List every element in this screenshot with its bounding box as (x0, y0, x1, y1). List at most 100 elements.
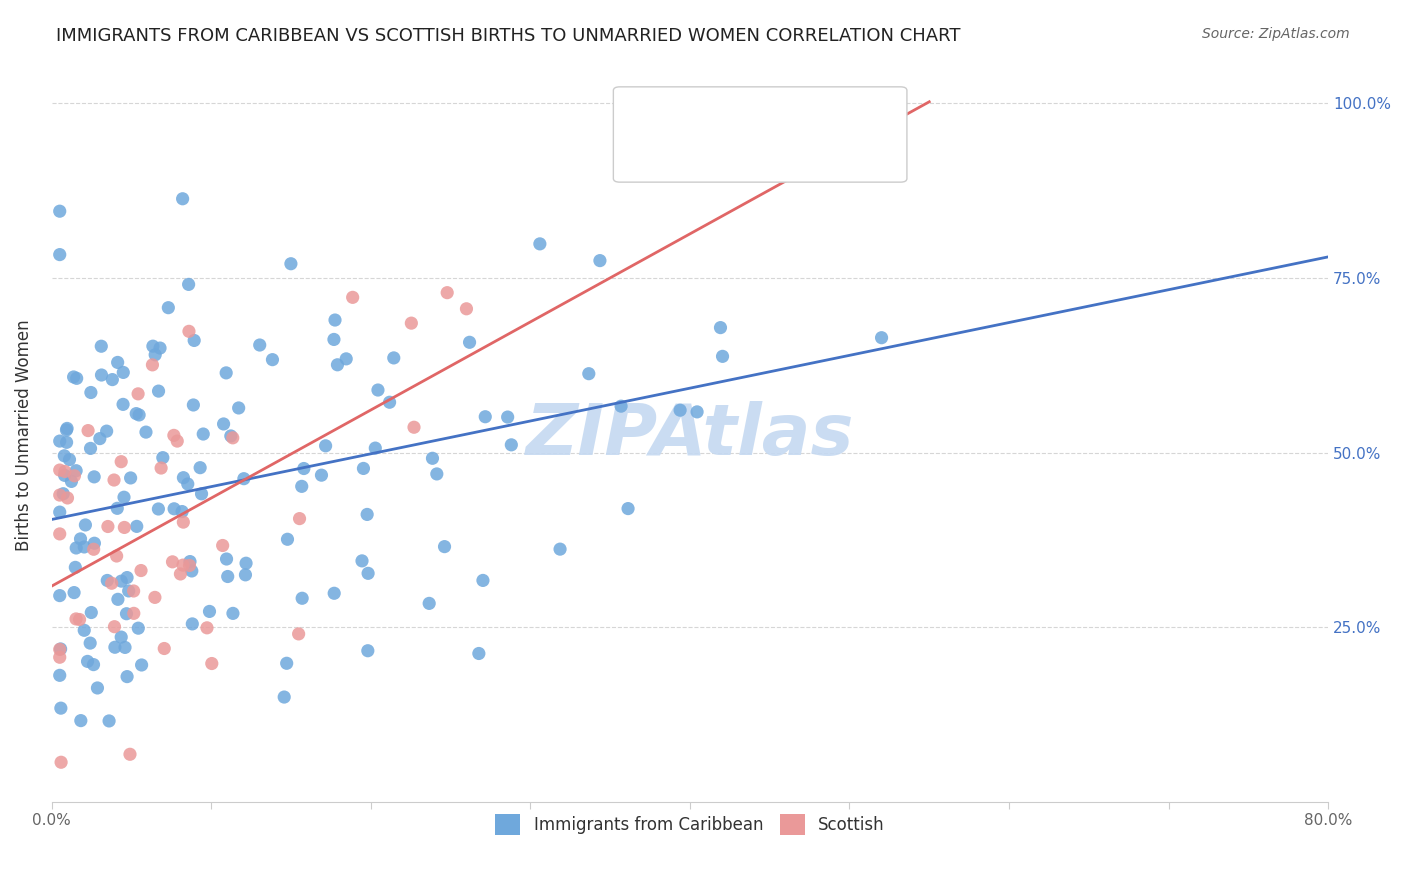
Immigrants from Caribbean (335, 351, 357, 366)
Immigrants from Caribbean (60, 475, 83, 489)
Immigrants from Caribbean (273, 690, 295, 704)
Immigrants from Caribbean (107, 355, 129, 369)
Immigrants from Caribbean (48, 589, 70, 603)
Immigrants from Caribbean (709, 320, 731, 334)
Immigrants from Caribbean (474, 409, 496, 424)
Immigrants from Caribbean (468, 647, 491, 661)
Immigrants from Caribbean (222, 607, 245, 621)
Scottish (103, 620, 125, 634)
Immigrants from Caribbean (75, 518, 97, 533)
Immigrants from Caribbean (870, 331, 893, 345)
Scottish (163, 428, 186, 442)
Immigrants from Caribbean (53, 468, 76, 483)
Immigrants from Caribbean (352, 461, 374, 475)
Immigrants from Caribbean (86, 681, 108, 695)
Immigrants from Caribbean (364, 441, 387, 455)
Scottish (287, 627, 309, 641)
Scottish (48, 488, 70, 502)
Immigrants from Caribbean (79, 636, 101, 650)
Immigrants from Caribbean (291, 479, 314, 493)
Scottish (401, 316, 423, 330)
Scottish (150, 461, 173, 475)
Immigrants from Caribbean (215, 366, 238, 380)
Immigrants from Caribbean (163, 501, 186, 516)
Immigrants from Caribbean (148, 384, 170, 398)
Immigrants from Caribbean (125, 407, 148, 421)
Immigrants from Caribbean (112, 397, 135, 411)
Immigrants from Caribbean (190, 487, 212, 501)
Immigrants from Caribbean (188, 460, 211, 475)
Immigrants from Caribbean (115, 570, 138, 584)
Scottish (100, 576, 122, 591)
Immigrants from Caribbean (65, 560, 87, 574)
Scottish (105, 549, 128, 563)
Immigrants from Caribbean (112, 366, 135, 380)
Immigrants from Caribbean (235, 567, 257, 582)
Immigrants from Caribbean (232, 472, 254, 486)
Immigrants from Caribbean (83, 657, 105, 672)
Immigrants from Caribbean (686, 405, 709, 419)
Immigrants from Caribbean (382, 351, 405, 365)
Scottish (112, 520, 135, 534)
Immigrants from Caribbean (48, 247, 70, 261)
Scottish (83, 542, 105, 557)
Immigrants from Caribbean (73, 540, 96, 554)
Y-axis label: Births to Unmarried Women: Births to Unmarried Women (15, 319, 32, 551)
Immigrants from Caribbean (104, 640, 127, 655)
Immigrants from Caribbean (143, 348, 166, 362)
Immigrants from Caribbean (128, 408, 150, 422)
Immigrants from Caribbean (110, 630, 132, 644)
Immigrants from Caribbean (172, 471, 194, 485)
Immigrants from Caribbean (177, 277, 200, 292)
Immigrants from Caribbean (63, 585, 86, 599)
Immigrants from Caribbean (323, 586, 346, 600)
Scottish (65, 612, 87, 626)
Immigrants from Caribbean (52, 487, 75, 501)
Immigrants from Caribbean (350, 554, 373, 568)
Immigrants from Caribbean (114, 640, 136, 655)
Scottish (97, 519, 120, 533)
Immigrants from Caribbean (83, 536, 105, 550)
Scottish (166, 434, 188, 448)
Scottish (48, 650, 70, 665)
Immigrants from Caribbean (357, 566, 380, 581)
Immigrants from Caribbean (669, 403, 692, 417)
Immigrants from Caribbean (56, 421, 79, 435)
Scottish (103, 473, 125, 487)
Scottish (211, 539, 233, 553)
Scottish (172, 515, 194, 529)
Immigrants from Caribbean (212, 417, 235, 431)
Scottish (172, 558, 194, 573)
Immigrants from Caribbean (131, 657, 153, 672)
Immigrants from Caribbean (115, 607, 138, 621)
Immigrants from Caribbean (90, 368, 112, 382)
Immigrants from Caribbean (127, 621, 149, 635)
Immigrants from Caribbean (89, 432, 111, 446)
Scottish (122, 607, 145, 621)
Immigrants from Caribbean (610, 399, 633, 413)
Immigrants from Caribbean (80, 385, 103, 400)
Immigrants from Caribbean (179, 555, 201, 569)
Immigrants from Caribbean (315, 439, 337, 453)
Immigrants from Caribbean (107, 592, 129, 607)
Scottish (53, 465, 76, 479)
Immigrants from Caribbean (118, 583, 141, 598)
Immigrants from Caribbean (501, 438, 523, 452)
Immigrants from Caribbean (48, 434, 70, 448)
Scottish (56, 491, 79, 505)
Immigrants from Caribbean (172, 504, 194, 518)
Scottish (153, 641, 176, 656)
Immigrants from Caribbean (357, 644, 380, 658)
Immigrants from Caribbean (589, 253, 612, 268)
Immigrants from Caribbean (280, 257, 302, 271)
Scottish (143, 591, 166, 605)
Immigrants from Caribbean (724, 136, 747, 150)
Scottish (63, 468, 86, 483)
Immigrants from Caribbean (181, 616, 204, 631)
Immigrants from Caribbean (125, 519, 148, 533)
Immigrants from Caribbean (62, 370, 84, 384)
Immigrants from Caribbean (55, 423, 77, 437)
Immigrants from Caribbean (65, 541, 87, 555)
Immigrants from Caribbean (426, 467, 449, 481)
Scottish (122, 584, 145, 599)
